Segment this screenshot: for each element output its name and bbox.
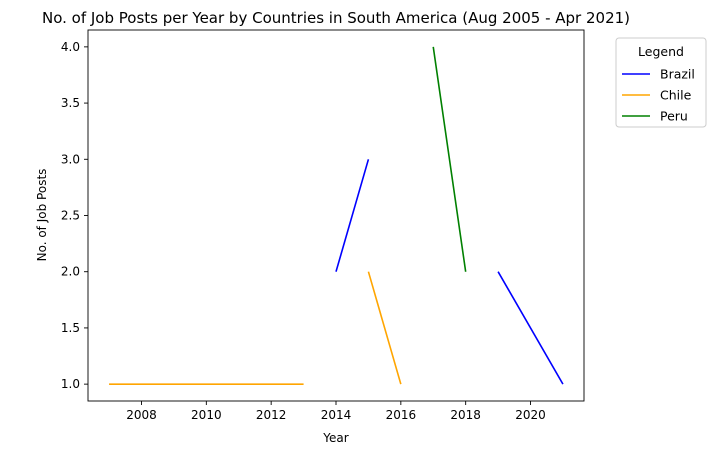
series-line-chile-1: [367, 271, 402, 385]
chart-title: No. of Job Posts per Year by Countries i…: [42, 9, 630, 27]
plot-area: 2008 2010 2012 2014 2016 2018 2020 1.0 1.5 2.0 2.5…: [61, 29, 585, 422]
y-tick-label: 2.5: [61, 209, 80, 223]
y-tick-label: 4.0: [61, 40, 80, 54]
x-axis-label: Year: [322, 431, 348, 445]
series-line-brazil-0: [335, 159, 370, 272]
legend: Legend Brazil Chile Peru: [615, 37, 707, 128]
series-line-brazil-1: [497, 271, 564, 385]
y-tick-label: 3.0: [61, 152, 80, 166]
x-tick-label: 2014: [321, 408, 352, 422]
legend-label-chile: Chile: [660, 88, 692, 103]
x-tick-label: 2010: [191, 408, 222, 422]
legend-label-brazil: Brazil: [660, 67, 695, 82]
legend-title: Legend: [638, 44, 684, 59]
y-tick-label: 2.0: [61, 265, 80, 279]
x-tick-label: 2008: [126, 408, 157, 422]
x-tick-label: 2016: [386, 408, 417, 422]
x-tick-label: 2012: [256, 408, 287, 422]
x-tick-label: 2020: [515, 408, 546, 422]
y-tick-label: 1.0: [61, 377, 80, 391]
y-tick-label: 1.5: [61, 321, 80, 335]
y-tick-label: 3.5: [61, 96, 80, 110]
x-tick-label: 2018: [450, 408, 481, 422]
legend-box: [615, 37, 707, 128]
series-line-peru-0: [432, 46, 467, 272]
y-axis-label: No. of Job Posts: [35, 169, 49, 262]
legend-label-peru: Peru: [660, 109, 688, 124]
axes-frame: [87, 29, 585, 402]
